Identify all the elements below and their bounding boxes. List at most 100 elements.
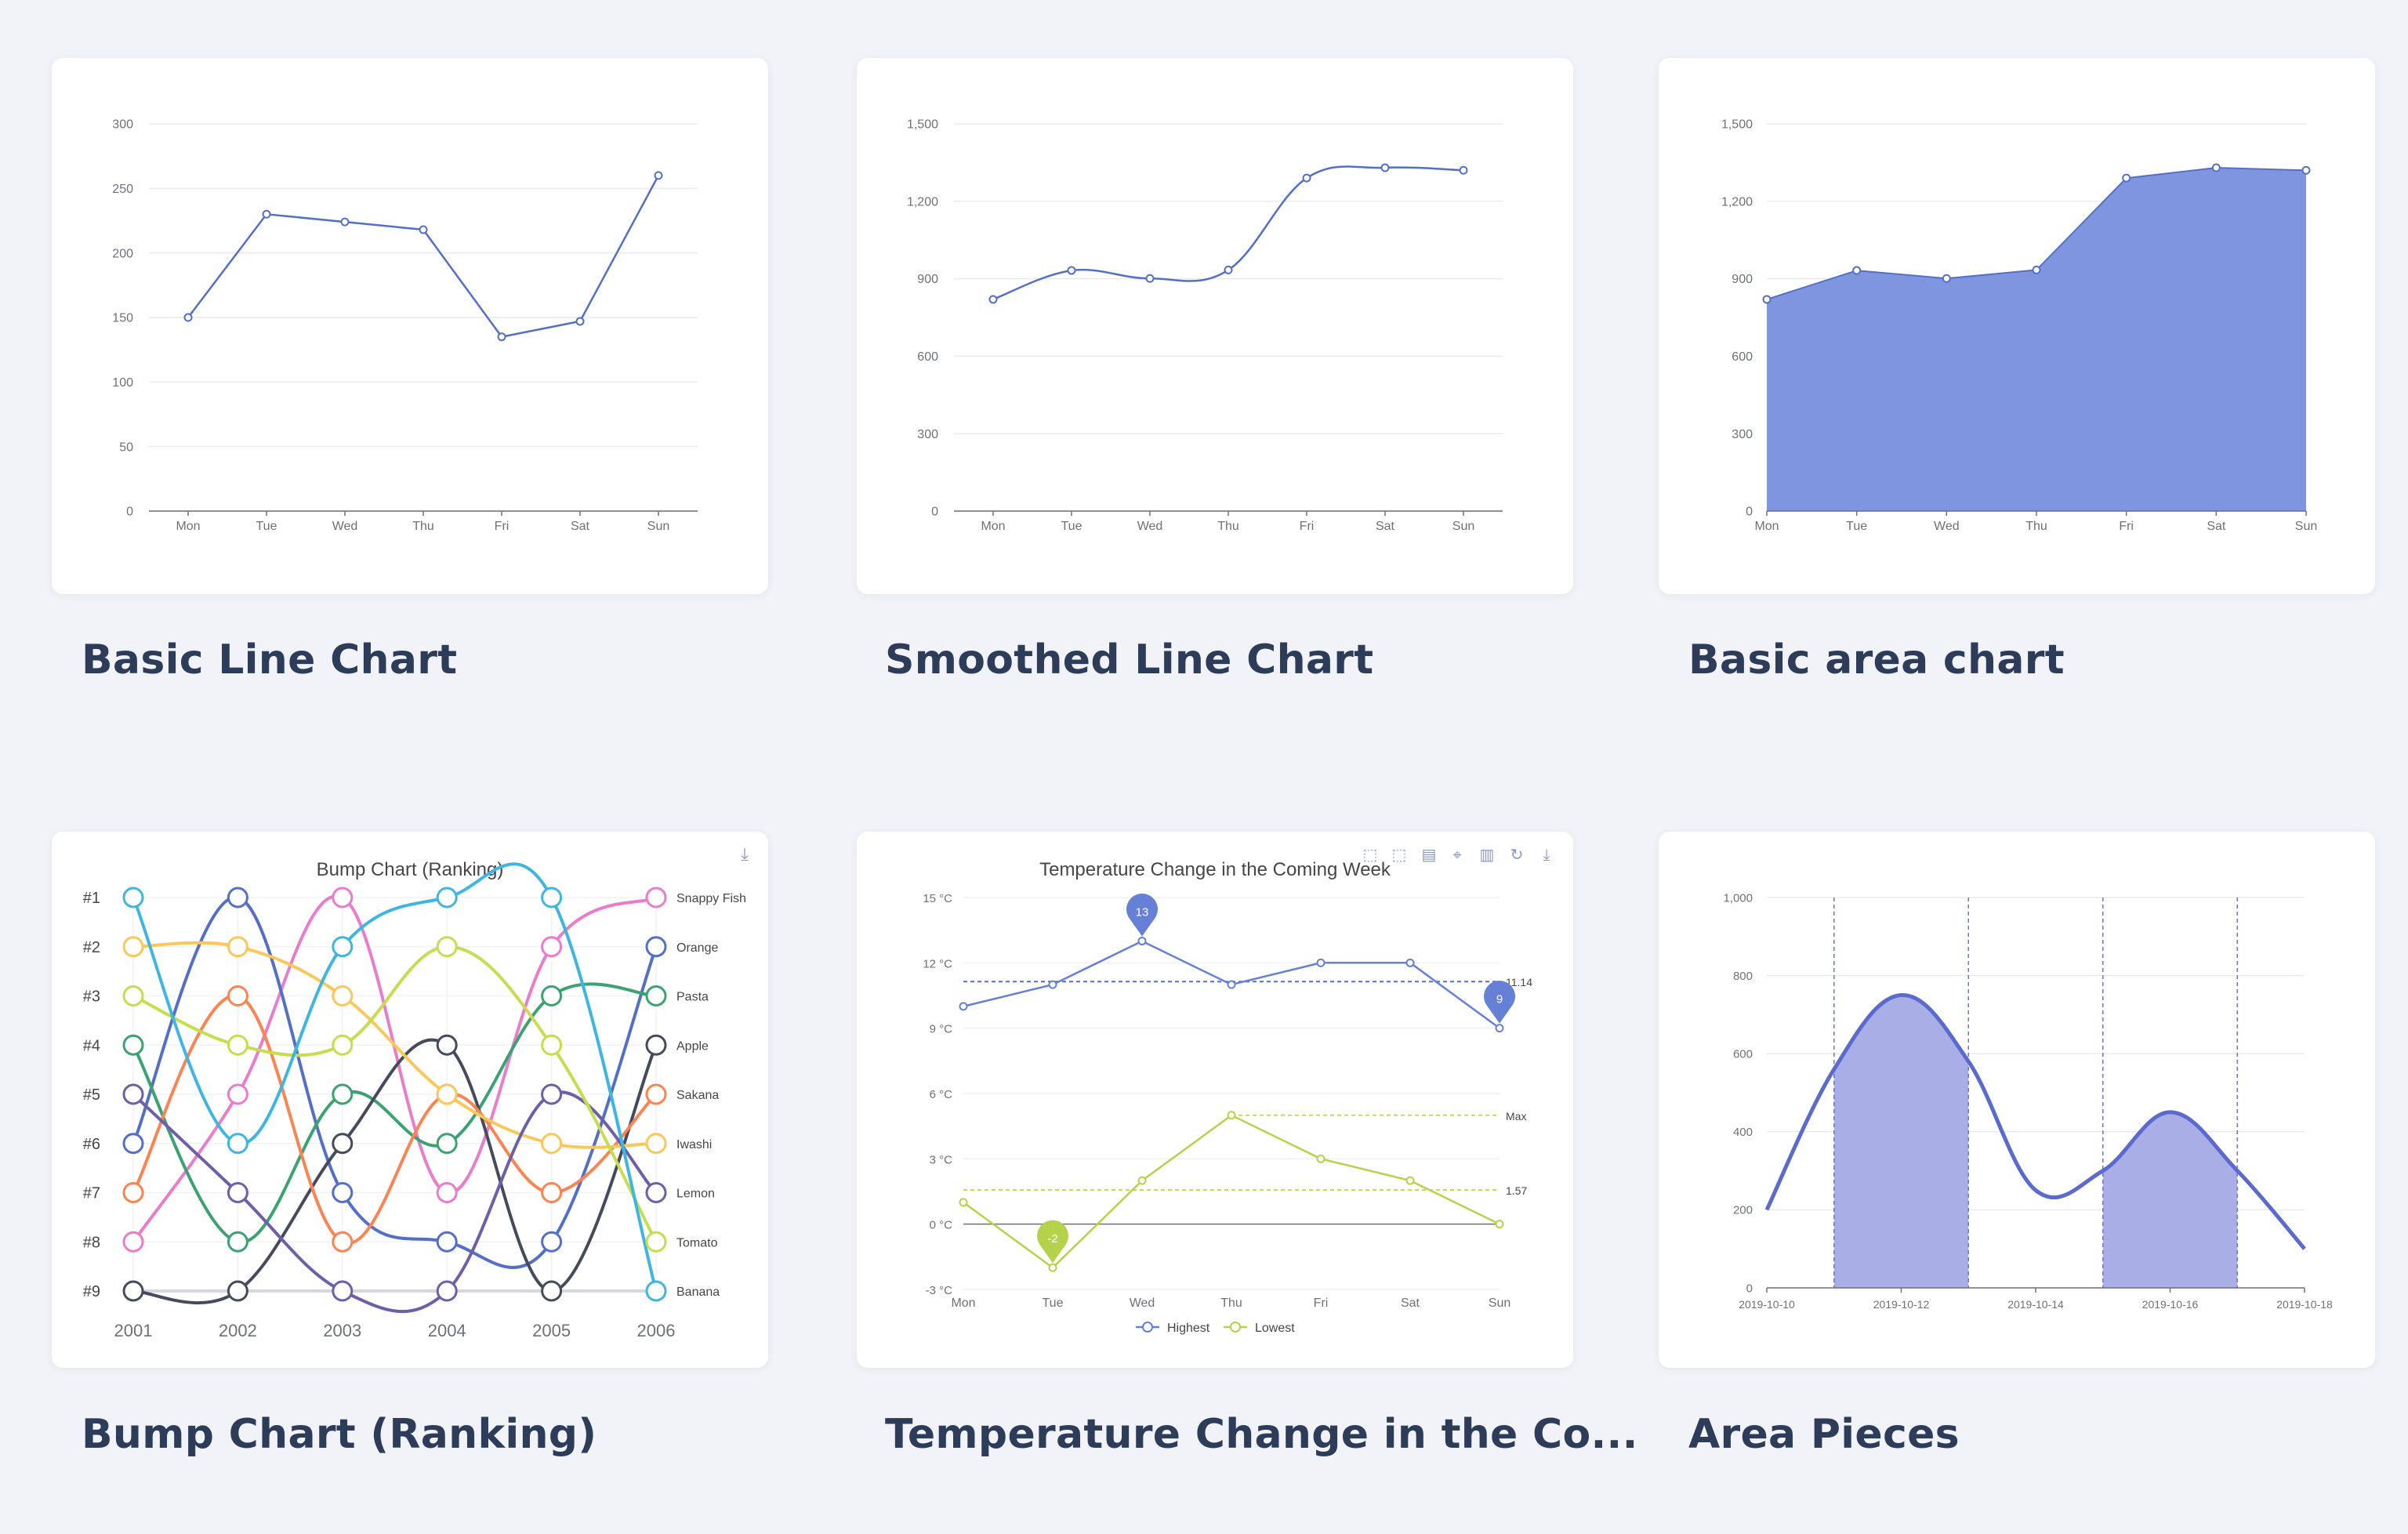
x-tick-label: 2006 [637, 1321, 676, 1340]
chart-caption[interactable]: Smoothed Line Chart [885, 636, 1374, 684]
x-tick-label: Tue [256, 520, 277, 533]
mark-point-pin [1484, 981, 1515, 1024]
area-fill [1767, 168, 2306, 511]
y-tick-label: 300 [917, 428, 938, 441]
series-end-label: Apple [676, 1039, 709, 1053]
bar-type-icon: ▥ [1480, 847, 1495, 864]
y-tick-label: 900 [917, 273, 938, 286]
data-point [1048, 1263, 1057, 1272]
data-point [227, 936, 248, 958]
y-tick-label: 6 °C [930, 1088, 953, 1101]
restore-icon: ↻ [1510, 847, 1524, 864]
data-point [1762, 295, 1772, 304]
data-point [1942, 274, 1951, 283]
data-point [227, 1034, 248, 1056]
average-line-label: 1.57 [1506, 1184, 1527, 1197]
line-type-icon: ⌖ [1452, 847, 1461, 864]
area-piece [2102, 1112, 2238, 1288]
data-point [183, 313, 193, 322]
chart-caption[interactable]: Area Pieces [1688, 1411, 1960, 1458]
chart-basic-line: 0 50 100 150 200 250 300 Mon Tue Wed Thu Fri Sat Sun [112, 118, 698, 533]
data-point [122, 1182, 144, 1203]
chart-caption[interactable]: Temperature Change in the Co... [885, 1411, 1638, 1458]
series-line [187, 175, 660, 339]
chart-card-basic-line[interactable]: 0 50 100 150 200 250 300 Mon Tue Wed Thu Fri Sat Sun [52, 58, 768, 594]
x-tick-label: 2019-10-10 [1739, 1298, 1795, 1311]
data-point [645, 1034, 667, 1056]
area-piece [1833, 995, 1969, 1288]
y-tick-label: 600 [917, 350, 938, 364]
data-point [122, 1231, 144, 1253]
data-point [959, 1002, 968, 1011]
data-point [1227, 980, 1236, 989]
series-line [132, 895, 658, 1269]
data-point [1495, 1024, 1504, 1033]
data-point [959, 1198, 968, 1207]
data-point [1852, 266, 1862, 275]
data-point [1380, 163, 1390, 172]
data-point [436, 887, 458, 908]
data-point [1137, 937, 1147, 946]
chart-card-bump[interactable]: Bump Chart (Ranking) ⤓ #1 #2 #3 #4 #5 #6 #7 #8 #9 2… [52, 832, 768, 1368]
data-point [541, 936, 563, 958]
chart-caption[interactable]: Basic area chart [1688, 636, 2065, 684]
data-point [1316, 1154, 1325, 1163]
legend-marker-highest [1142, 1322, 1153, 1333]
zoom-icon: ⬚ [1363, 847, 1378, 864]
x-tick-label: Thu [412, 520, 434, 533]
y-tick-label: #8 [83, 1234, 100, 1251]
x-tick-label: Fri [1314, 1296, 1329, 1310]
data-point [2301, 165, 2311, 175]
data-point [262, 209, 271, 219]
data-point [2032, 265, 2041, 274]
data-point [1495, 1220, 1504, 1229]
chart-title: Temperature Change in the Coming Week [1039, 859, 1391, 880]
chart-basic-area: 0 300 600 900 1,200 1,500 Mon Tue Wed Thu Fri Sat Su… [1721, 118, 2317, 533]
data-point [497, 332, 506, 342]
chart-card-temperature[interactable]: Temperature Change in the Coming Week ⬚ ⬚ ▤… [857, 832, 1573, 1368]
y-tick-label: 12 °C [923, 957, 952, 970]
data-point [419, 225, 428, 234]
data-point [436, 1083, 458, 1105]
x-tick-label: Sun [647, 520, 669, 533]
data-point [227, 1231, 248, 1253]
y-tick-label: 900 [1732, 273, 1753, 286]
y-tick-label: 50 [119, 441, 133, 454]
x-tick-label: 2004 [428, 1321, 466, 1340]
chart-temperature-change: Temperature Change in the Coming Week⬚ ⬚ ▤… [923, 847, 1550, 1335]
data-point [645, 887, 667, 908]
mark-point-label: -2 [1047, 1232, 1057, 1246]
x-tick-label: 2005 [532, 1321, 571, 1340]
data-point [1067, 266, 1076, 275]
chart-caption[interactable]: Bump Chart (Ranking) [82, 1411, 597, 1458]
x-tick-label: Fri [1300, 520, 1315, 533]
y-tick-label: -3 °C [926, 1284, 953, 1297]
series-end-label: Snappy Fish [676, 892, 746, 905]
y-tick-label: #5 [83, 1086, 100, 1104]
chart-title: Bump Chart (Ranking) [317, 859, 504, 880]
data-point [1145, 274, 1155, 283]
x-tick-label: 2019-10-12 [1873, 1298, 1930, 1311]
data-point [436, 1034, 458, 1056]
legend-label-lowest: Lowest [1255, 1322, 1295, 1335]
chart-caption[interactable]: Basic Line Chart [82, 636, 458, 684]
series-end-label: Tomato [676, 1236, 718, 1249]
x-tick-label: 2019-10-16 [2142, 1298, 2199, 1311]
y-tick-label: 600 [1733, 1047, 1753, 1061]
chart-card-smoothed-line[interactable]: 0 300 600 900 1,200 1,500 Mon Tue Wed Thu Fri Sat Su… [857, 58, 1573, 594]
data-point [541, 1034, 563, 1056]
data-point [1048, 980, 1057, 989]
x-tick-label: 2001 [114, 1321, 153, 1340]
x-tick-label: Thu [1220, 1296, 1242, 1310]
y-tick-label: 9 °C [930, 1023, 953, 1036]
data-point [122, 1034, 144, 1056]
data-point [332, 1034, 354, 1056]
x-tick-label: Wed [332, 520, 358, 533]
x-tick-label: Tue [1043, 1296, 1064, 1310]
chart-card-area-pieces[interactable]: 0 200 400 600 800 1,000 2019-10-10 2019-10-12 20… [1659, 832, 2375, 1368]
chart-card-basic-area[interactable]: 0 300 600 900 1,200 1,500 Mon Tue Wed Thu Fri Sat Su… [1659, 58, 2375, 594]
x-tick-label: Sun [1452, 520, 1474, 533]
data-point [332, 1133, 354, 1155]
data-point [227, 1182, 248, 1203]
series-end-label: Lemon [676, 1188, 715, 1201]
